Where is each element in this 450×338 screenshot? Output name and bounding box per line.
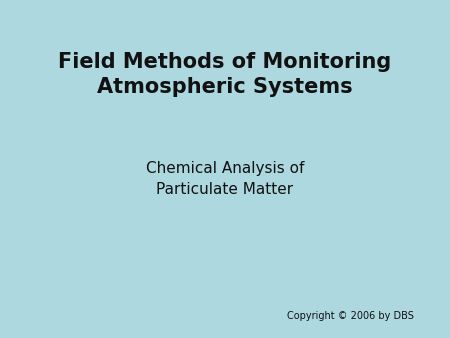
Text: Copyright © 2006 by DBS: Copyright © 2006 by DBS (287, 311, 414, 321)
Text: Chemical Analysis of
Particulate Matter: Chemical Analysis of Particulate Matter (146, 162, 304, 197)
Text: Field Methods of Monitoring
Atmospheric Systems: Field Methods of Monitoring Atmospheric … (58, 52, 392, 97)
